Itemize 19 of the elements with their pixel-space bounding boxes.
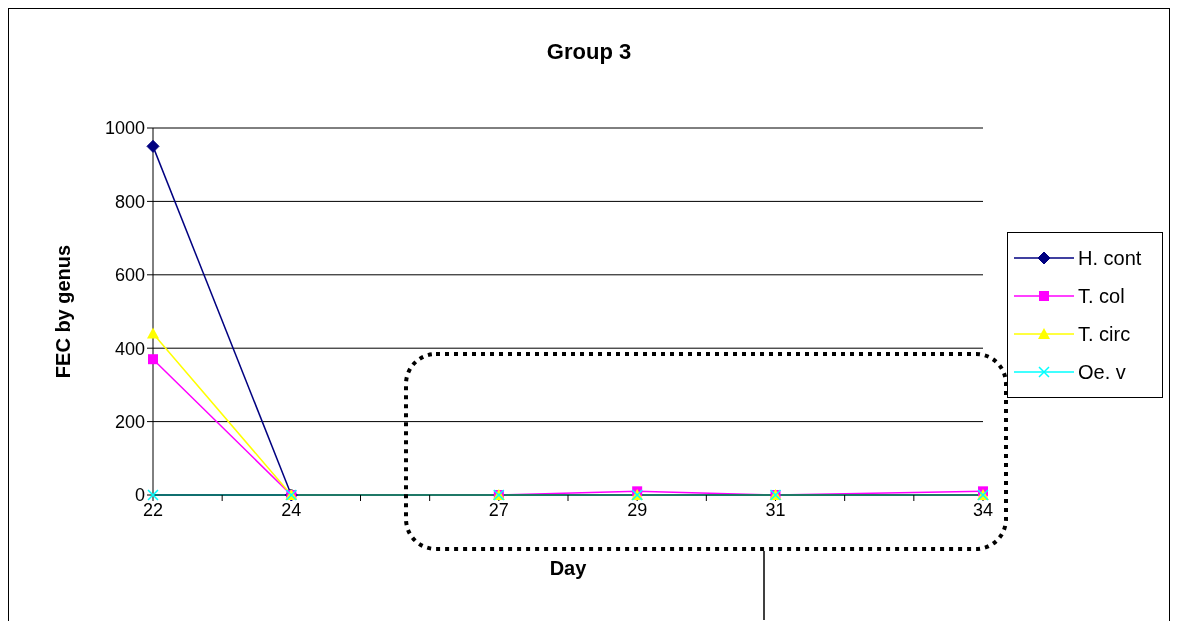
y-tick-label: 400	[114, 338, 145, 359]
x-tick-label: 24	[281, 499, 302, 520]
y-tick-label: 0	[134, 485, 145, 506]
y-tick-label: 200	[114, 411, 145, 432]
legend-label: T. circ	[1078, 322, 1131, 346]
x-tick-label: 29	[627, 499, 648, 520]
legend-label: T. col	[1078, 284, 1125, 308]
chart-title: Group 3	[545, 39, 633, 65]
x-tick-label: 31	[765, 499, 786, 520]
y-tick-label: 800	[114, 191, 145, 212]
legend-label: H. cont	[1078, 246, 1142, 270]
x-axis-title: Day	[549, 557, 588, 579]
x-tick-label: 27	[488, 499, 509, 520]
x-tick-label: 22	[142, 499, 164, 520]
y-tick-label: 1000	[104, 118, 145, 139]
legend-label: Oe. v	[1078, 360, 1126, 384]
y-axis-title: FEC by genus	[52, 244, 75, 379]
y-tick-label: 600	[114, 265, 145, 286]
x-tick-label: 34	[972, 499, 994, 520]
